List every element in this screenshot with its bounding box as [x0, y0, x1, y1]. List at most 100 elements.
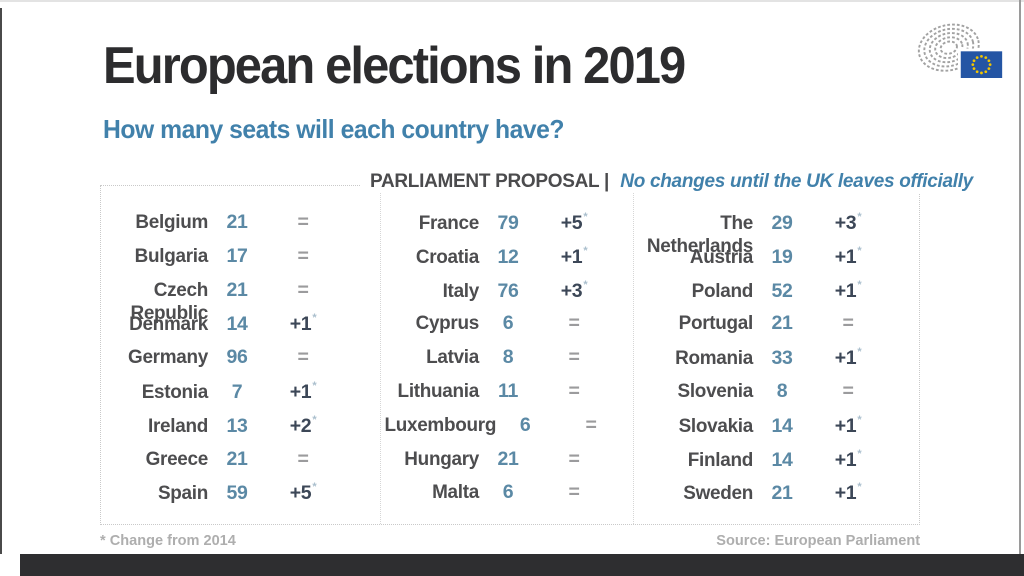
change-value: +1*	[289, 379, 317, 403]
change-asterisk: *	[312, 413, 317, 426]
seats-value: 17	[226, 244, 248, 267]
change-asterisk: *	[857, 447, 862, 460]
seats-value: 59	[226, 482, 248, 505]
table-row: Lithuania 11 =	[381, 380, 633, 414]
table-row: Luxembourg 6 =	[381, 414, 633, 448]
table-row: Ireland 13 +2*	[101, 414, 380, 448]
table-row: France 79 +5*	[381, 211, 633, 245]
table-row: Croatia 12 +1*	[381, 245, 633, 279]
table-row: Finland 14 +1*	[634, 448, 919, 482]
seats-value: 8	[502, 346, 514, 369]
european-parliament-logo	[917, 23, 1004, 80]
page-subtitle: How many seats will each country have?	[103, 114, 565, 144]
table-row: Cyprus 6 =	[381, 312, 633, 346]
seats-value: 21	[226, 447, 248, 470]
country-name: Luxembourg	[384, 413, 497, 436]
country-name: Croatia	[415, 245, 479, 268]
table-row: Belgium 21 =	[101, 211, 380, 245]
change-value: =	[842, 312, 854, 335]
country-name: Hungary	[404, 447, 479, 470]
table-row: Slovenia 8 =	[634, 380, 919, 414]
country-name: Slovakia	[678, 414, 754, 437]
table-header-label: PARLIAMENT PROPOSAL |	[370, 171, 609, 192]
seats-value: 13	[226, 414, 248, 437]
country-name: Czech Republic	[130, 278, 208, 324]
change-value: +1*	[834, 244, 862, 268]
change-asterisk: *	[583, 244, 588, 257]
seats-value: 33	[771, 347, 793, 370]
change-value: +1*	[560, 244, 588, 268]
screen-edge-right	[1019, 0, 1021, 554]
change-value: +1*	[834, 278, 862, 302]
seats-value: 76	[497, 279, 519, 302]
change-value: =	[297, 278, 309, 301]
table-row: Austria 19 +1*	[634, 245, 919, 279]
table-header-note: No changes until the UK leaves officiall…	[620, 171, 973, 192]
change-asterisk: *	[857, 244, 862, 257]
table-row: Romania 33 +1*	[634, 346, 919, 380]
country-name: France	[418, 212, 480, 234]
change-asterisk: *	[583, 278, 588, 291]
change-value: +1*	[834, 346, 862, 370]
eu-flag-stars	[971, 55, 992, 75]
table-row: Germany 96 =	[101, 346, 380, 380]
country-name: Latvia	[426, 346, 479, 369]
table-column-3: The Netherlands 29 +3* Austria 19 +1* Po…	[633, 186, 919, 524]
change-value: =	[568, 481, 580, 504]
table-row: Poland 52 +1*	[634, 279, 919, 313]
seats-value: 6	[502, 481, 514, 504]
table-row: Malta 6 =	[381, 481, 633, 515]
seats-value: 96	[226, 346, 248, 369]
seats-value: 52	[771, 279, 793, 302]
seats-value: 21	[497, 447, 519, 470]
country-name: Cyprus	[415, 312, 480, 335]
change-value: +5*	[560, 211, 588, 234]
change-value: =	[297, 211, 309, 233]
seats-value: 8	[776, 379, 788, 402]
country-name: Germany	[128, 346, 208, 369]
change-asterisk: *	[857, 481, 862, 494]
table-column-1: Belgium 21 = Bulgaria 17 = Czech Republi…	[101, 186, 380, 524]
country-name: Greece	[145, 447, 209, 470]
seats-value: 29	[771, 212, 793, 234]
table-row: Czech Republic 21 =	[101, 278, 380, 324]
table-row: Sweden 21 +1*	[634, 481, 919, 515]
seats-value: 6	[519, 413, 531, 436]
change-value: +1*	[834, 413, 862, 437]
change-value: =	[568, 346, 580, 369]
country-name: Estonia	[141, 380, 209, 403]
table-row: Slovakia 14 +1*	[634, 414, 919, 448]
table-header: PARLIAMENT PROPOSAL | No changes until t…	[360, 171, 983, 193]
source-credit: Source: European Parliament	[716, 532, 920, 549]
change-value: =	[297, 346, 309, 369]
country-name: Bulgaria	[134, 244, 209, 267]
table-row: Latvia 8 =	[381, 346, 633, 380]
seats-value: 21	[226, 211, 248, 233]
country-name: Belgium	[135, 211, 208, 233]
seats-value: 14	[771, 414, 793, 437]
seats-table: Belgium 21 = Bulgaria 17 = Czech Republi…	[100, 185, 920, 525]
country-name: The Netherlands	[646, 212, 753, 257]
country-name: Sweden	[683, 482, 753, 505]
screen-bottom-bar	[20, 554, 1024, 576]
table-row: Portugal 21 =	[634, 312, 919, 346]
screen-edge-top	[0, 0, 1024, 2]
country-name: Slovenia	[677, 379, 754, 402]
country-name: Spain	[157, 482, 208, 505]
change-value: =	[568, 447, 580, 470]
change-asterisk: *	[312, 312, 317, 325]
page-title: European elections in 2019	[103, 37, 686, 95]
seats-value: 14	[226, 313, 248, 336]
table-row: Estonia 7 +1*	[101, 380, 380, 414]
change-value: +3*	[834, 211, 862, 234]
table-row: Spain 59 +5*	[101, 481, 380, 515]
country-name: Italy	[442, 279, 480, 302]
seats-value: 7	[231, 380, 243, 403]
country-name: Finland	[687, 448, 754, 471]
change-value: =	[842, 379, 854, 402]
country-name: Lithuania	[397, 379, 480, 402]
seats-value: 79	[497, 212, 519, 234]
change-value: =	[585, 413, 597, 436]
country-name: Malta	[432, 481, 479, 504]
